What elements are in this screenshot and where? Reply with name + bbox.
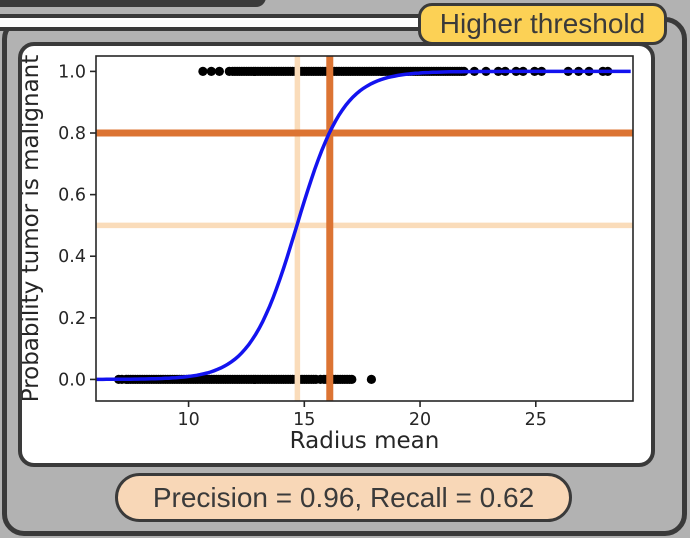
y-tick-label: 0.4 [58, 247, 86, 267]
badge-label: Higher threshold [439, 8, 646, 39]
logistic-regression-plot: 10 15 20 25 0.0 0.2 0.4 0.6 0.8 1.0 Radius mean Pro… [22, 55, 634, 454]
y-tick-label: 0.6 [58, 186, 86, 206]
logistic-curve [96, 69, 631, 382]
x-tick-label: 15 [293, 410, 315, 430]
x-axis-label: Radius mean [290, 428, 440, 454]
pill-label: Precision = 0.96, Recall = 0.62 [152, 481, 535, 513]
y-tick-label: 1.0 [58, 62, 86, 82]
y-axis-label: Probability tumor is malignant [22, 55, 44, 403]
y-tick-label: 0.2 [58, 309, 86, 329]
y-tick-label: 0.0 [58, 370, 86, 390]
x-tick-label: 25 [525, 410, 547, 430]
higher-threshold-badge: Higher threshold [418, 3, 667, 45]
precision-recall-pill: Precision = 0.96, Recall = 0.62 [115, 473, 572, 522]
plot-card: 10 15 20 25 0.0 0.2 0.4 0.6 0.8 1.0 Radius mean Pro… [18, 42, 655, 467]
x-tick-label: 20 [409, 410, 431, 430]
axis-ticks: 10 15 20 25 0.0 0.2 0.4 0.6 0.8 1.0 [58, 62, 547, 430]
y-tick-label: 0.8 [58, 124, 86, 144]
x-tick-label: 10 [177, 410, 199, 430]
cropped-panel-top-bar [0, 0, 266, 7]
threshold-lines [96, 56, 633, 401]
axes-spines [95, 55, 634, 402]
